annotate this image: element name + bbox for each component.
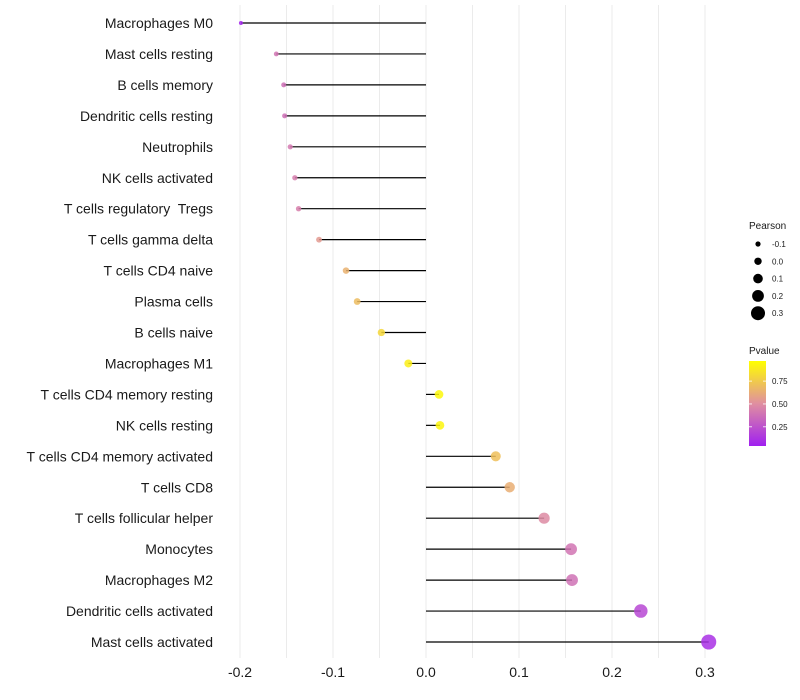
legend-size-label: 0.3 — [772, 309, 784, 318]
x-tick-label: -0.2 — [228, 664, 252, 680]
points — [238, 20, 717, 650]
grid-lines — [239, 5, 706, 658]
colorbar-tick-label: 0.50 — [772, 400, 788, 409]
y-axis-label: T cells regulatory Tregs — [64, 201, 213, 217]
x-tick-label: 0.0 — [416, 664, 436, 680]
y-axis-label: B cells memory — [117, 77, 213, 93]
lollipop-point — [238, 20, 243, 26]
legend-size-key — [754, 257, 762, 265]
y-axis-label: T cells CD8 — [141, 479, 213, 495]
y-axis-label: Monocytes — [145, 541, 213, 557]
lollipop-point — [281, 82, 287, 88]
y-axis-label: T cells follicular helper — [75, 510, 214, 526]
lollipop-point — [538, 512, 550, 524]
y-axis-label: T cells CD4 naive — [104, 263, 214, 279]
lollipop-point — [490, 451, 501, 462]
lollipop-point — [316, 236, 322, 243]
lollipop-point — [634, 604, 648, 618]
y-axis-label: NK cells resting — [116, 417, 213, 433]
legend-size-label: -0.1 — [772, 240, 786, 249]
legend-pearson-title: Pearson — [749, 221, 786, 232]
y-axis-label: Mast cells activated — [91, 634, 213, 650]
x-tick-label: 0.1 — [509, 664, 529, 680]
y-axis-labels: Macrophages M0 Mast cells resting B cells … — [27, 15, 214, 650]
lollipop-point — [434, 390, 444, 399]
x-axis-ticks: -0.2 -0.1 0.0 0.1 0.2 0.3 — [228, 664, 715, 680]
y-axis-label: NK cells activated — [102, 170, 213, 186]
y-axis-label: Macrophages M0 — [105, 15, 213, 31]
lollipop-point — [435, 420, 445, 430]
y-axis-label: B cells naive — [134, 325, 213, 341]
x-tick-label: -0.1 — [321, 664, 345, 680]
y-axis-label: Macrophages M2 — [105, 572, 213, 588]
y-axis-label: Dendritic cells resting — [80, 108, 213, 124]
legend-pearson: Pearson -0.1 0.0 0.1 0.2 0.3 — [749, 221, 786, 321]
legend-size-key — [753, 273, 763, 284]
legend-size-key — [752, 290, 764, 302]
y-axis-label: Dendritic cells activated — [66, 603, 213, 619]
lollipop-point — [377, 328, 386, 337]
lollipop-point — [287, 144, 293, 150]
lollipop-point — [342, 267, 350, 274]
y-axis-label: T cells CD4 memory activated — [27, 448, 213, 464]
lollipop-point — [404, 359, 413, 368]
lollipop-point — [565, 543, 577, 556]
x-tick-label: 0.2 — [602, 664, 622, 680]
colorbar-tick-label: 0.75 — [772, 377, 788, 386]
y-axis-label: Plasma cells — [134, 294, 213, 310]
x-tick-label: 0.3 — [695, 664, 715, 680]
lollipop-point — [701, 634, 717, 650]
lollipop-point — [273, 51, 279, 57]
pvalue-colorbar — [749, 361, 766, 446]
y-axis-label: Macrophages M1 — [105, 355, 213, 371]
lollipop-point — [282, 113, 288, 119]
legend-size-label: 0.0 — [772, 257, 784, 266]
y-axis-label: Neutrophils — [142, 139, 213, 155]
legend-size-key — [751, 306, 765, 321]
lollipop-point — [292, 175, 298, 181]
y-axis-label: Mast cells resting — [105, 46, 213, 62]
lollipop-point — [566, 574, 578, 587]
segments — [240, 22, 709, 643]
lollipop-point — [353, 298, 361, 305]
legend-pvalue-title: Pvalue — [749, 346, 780, 357]
lollipop-point — [295, 206, 302, 212]
legend-pvalue: Pvalue 0.75 0.50 0.25 — [749, 346, 788, 446]
lollipop-point — [504, 482, 515, 493]
colorbar-tick-label: 0.25 — [772, 423, 788, 432]
y-axis-label: T cells gamma delta — [88, 232, 213, 248]
legend-size-label: 0.1 — [772, 275, 784, 284]
legend-size-key — [755, 241, 761, 247]
legend-size-label: 0.2 — [772, 292, 784, 301]
y-axis-label: T cells CD4 memory resting — [41, 386, 213, 402]
